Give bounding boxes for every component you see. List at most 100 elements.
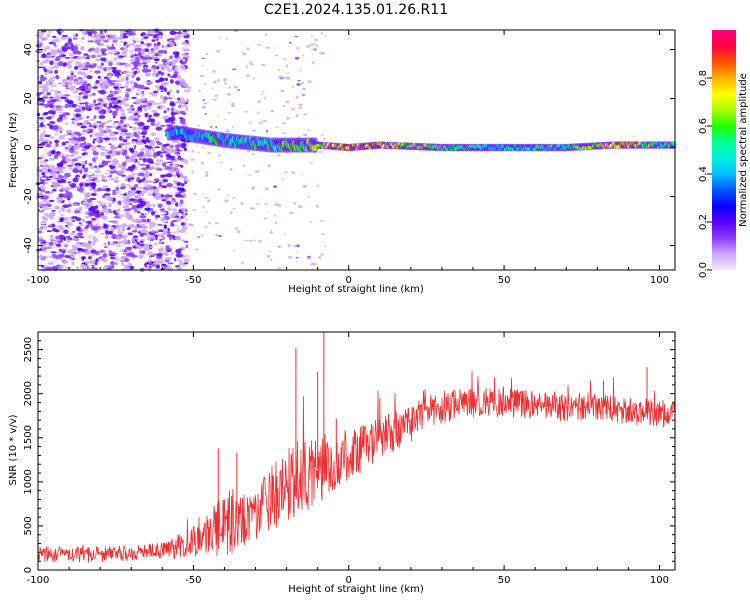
heatmap-y-axis: -40 -20 0 20 40 (23, 43, 675, 254)
heatmap-speckle (182, 175, 188, 178)
heatmap-speckle (87, 221, 92, 224)
heatmap-speckle (121, 174, 126, 177)
heatmap-speckle (68, 167, 74, 170)
heatmap-speckle (115, 80, 123, 83)
heatmap-speckle (141, 90, 145, 95)
heatmap-x-axis: -100 -50 0 50 100 (27, 30, 669, 286)
heatmap-speckle (41, 96, 49, 99)
heatmap-speckle (87, 40, 95, 43)
heatmap-speckle (274, 54, 279, 57)
heatmap-speckle (150, 211, 156, 216)
heatmap-speckle (142, 158, 147, 163)
heatmap-speckle (320, 32, 323, 35)
heatmap-speckle (102, 40, 109, 42)
heatmap-speckle (252, 152, 255, 156)
heatmap-speckle (69, 253, 76, 258)
heatmap-speckle (165, 247, 173, 252)
heatmap-speckle (44, 134, 51, 138)
heatmap-speckle (232, 68, 237, 71)
heatmap-speckle (131, 75, 135, 78)
heatmap-speckle (182, 112, 187, 116)
heatmap-speckle (137, 161, 140, 165)
heatmap-speckle (46, 33, 51, 38)
heatmap-speckle (126, 66, 131, 68)
heatmap-speckle (125, 76, 129, 81)
heatmap-speckle (258, 121, 263, 124)
heatmap-speckle (178, 177, 183, 180)
heatmap-speckle (158, 179, 165, 183)
heatmap-speckle (77, 116, 85, 120)
heatmap-speckle (97, 102, 101, 105)
heatmap-speckle (101, 94, 107, 99)
heatmap-speckle (130, 148, 135, 153)
heatmap-speckle (44, 115, 50, 117)
heatmap-speckle (312, 262, 317, 265)
heatmap-speckle (129, 80, 135, 84)
heatmap-speckle (59, 126, 63, 132)
heatmap-speckle (131, 108, 135, 111)
heatmap-speckle (167, 231, 171, 234)
heatmap-speckle (134, 191, 141, 194)
heatmap-speckle (181, 100, 187, 104)
heatmap-speckle (244, 110, 248, 113)
heatmap-speckle (84, 182, 90, 187)
heatmap-speckle (42, 204, 48, 209)
heatmap-speckle (177, 192, 182, 194)
heatmap-speckle (92, 92, 96, 96)
heatmap-speckle (140, 246, 145, 249)
heatmap-speckle (169, 116, 176, 121)
heatmap-speckle (107, 109, 111, 114)
heatmap-speckle (113, 41, 118, 43)
heatmap-speckle (110, 257, 116, 260)
heatmap-speckle (114, 164, 119, 170)
heatmap-speckle (93, 125, 97, 129)
heatmap-speckle (58, 114, 66, 117)
heatmap-speckle (149, 189, 153, 191)
heatmap-speckle (170, 107, 174, 112)
heatmap-speckle (48, 241, 54, 246)
heatmap-speckle (125, 93, 130, 98)
heatmap-speckle (35, 118, 43, 124)
heatmap-speckle (48, 260, 56, 263)
heatmap-speckle (109, 133, 116, 137)
heatmap-speckle (160, 90, 164, 92)
heatmap-speckle (108, 73, 112, 79)
heatmap-speckle (319, 220, 324, 222)
heatmap-speckle (127, 111, 135, 114)
heatmap-speckle (119, 108, 125, 113)
heatmap-speckle (53, 155, 59, 159)
heatmap-speckle (41, 43, 44, 46)
heatmap-speckle (250, 207, 255, 210)
heatmap-speckle (66, 226, 70, 229)
heatmap-speckle (203, 102, 208, 105)
heatmap-speckle (82, 131, 88, 136)
heatmap-speckle (207, 151, 211, 155)
heatmap-speckle (158, 240, 162, 244)
heatmap-speckle (136, 241, 140, 245)
heatmap-speckle (123, 69, 129, 72)
heatmap-speckle (55, 178, 62, 181)
heatmap-speckle (115, 62, 120, 66)
heatmap-speckle (169, 89, 173, 93)
heatmap-speckle (59, 109, 63, 112)
heatmap-speckle (115, 261, 119, 266)
heatmap-speckle (80, 125, 87, 129)
heatmap-speckle (86, 75, 93, 80)
heatmap-speckle (59, 28, 65, 33)
snr-x-tick-label: 50 (498, 575, 511, 586)
heatmap-speckle (144, 221, 151, 224)
heatmap-speckle (65, 85, 69, 88)
heatmap-speckle (163, 194, 171, 198)
heatmap-speckle (108, 61, 113, 66)
heatmap-speckle (169, 102, 176, 107)
heatmap-speckle (137, 172, 145, 177)
heatmap-speckle (291, 107, 295, 111)
heatmap-speckle (37, 256, 43, 259)
heatmap-speckle (289, 211, 294, 215)
heatmap-speckle (168, 236, 172, 240)
heatmap-speckle (61, 79, 67, 84)
heatmap-speckle (147, 189, 154, 194)
heatmap-speckle (294, 56, 300, 60)
heatmap-speckle (165, 77, 168, 81)
heatmap-speckle (146, 56, 153, 60)
